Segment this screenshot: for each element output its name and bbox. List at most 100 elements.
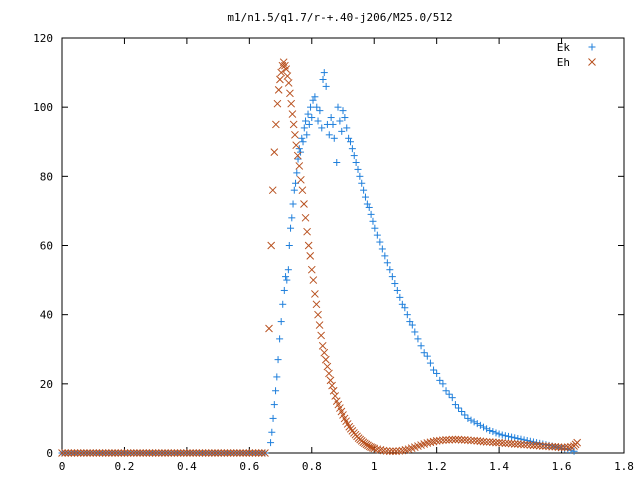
data-point-eh: [282, 65, 291, 73]
data-point-ek: [486, 427, 494, 435]
data-point-eh: [312, 300, 321, 309]
data-point-eh: [236, 449, 244, 457]
data-point-eh: [211, 449, 219, 457]
data-point-ek: [570, 447, 578, 455]
data-point-eh: [167, 449, 176, 457]
y-tick-label: 100: [33, 101, 53, 114]
data-point-eh: [464, 436, 472, 445]
data-point-eh: [504, 439, 513, 448]
data-point-ek: [483, 425, 491, 433]
data-point-ek: [346, 138, 354, 146]
data-point-eh: [382, 447, 391, 455]
data-point-eh: [517, 440, 525, 449]
data-point-eh: [309, 276, 318, 284]
data-point-ek: [433, 369, 441, 377]
data-point-eh: [423, 439, 432, 447]
data-point-eh: [270, 148, 279, 156]
data-point-eh: [321, 355, 330, 364]
data-series: [58, 58, 582, 457]
data-point-eh: [485, 438, 494, 446]
data-point-eh: [173, 449, 182, 457]
data-point-eh: [89, 449, 98, 457]
data-point-ek: [267, 439, 275, 447]
data-point-eh: [314, 310, 322, 319]
data-point-ek: [283, 276, 291, 284]
data-point-ek: [311, 93, 319, 101]
data-point-ek: [314, 117, 322, 125]
data-point-eh: [288, 110, 297, 118]
legend: Ek Eh: [557, 41, 596, 69]
data-point-eh: [245, 449, 254, 457]
x-tick-label: 0.8: [302, 460, 322, 473]
data-point-eh: [439, 436, 447, 445]
data-point-ek: [367, 210, 375, 218]
data-point-eh: [300, 200, 308, 208]
data-point-eh: [145, 449, 154, 457]
legend-label-ek: Ek: [557, 41, 571, 54]
data-point-eh: [395, 447, 404, 455]
data-point-eh: [331, 392, 340, 400]
data-point-ek: [276, 335, 284, 343]
data-point-eh: [223, 449, 232, 457]
x-tick-label: 1: [371, 460, 378, 473]
data-point-ek: [341, 114, 349, 122]
data-point-eh: [301, 213, 310, 222]
data-point-eh: [183, 449, 191, 457]
data-point-ek: [318, 124, 326, 132]
data-point-eh: [273, 99, 282, 108]
data-point-ek: [492, 429, 500, 437]
data-point-ek: [305, 120, 313, 128]
data-point-ek: [288, 214, 296, 222]
data-point-eh: [204, 449, 213, 457]
data-point-eh: [272, 120, 280, 129]
data-point-ek: [458, 408, 466, 415]
legend-marker-eh: [588, 58, 596, 66]
data-point-eh: [139, 449, 148, 457]
data-point-eh: [320, 348, 329, 357]
data-point-eh: [429, 437, 438, 446]
data-point-ek: [319, 76, 327, 83]
data-point-eh: [432, 437, 441, 445]
data-point-eh: [318, 341, 327, 350]
data-point-ek: [358, 179, 366, 187]
data-point-eh: [242, 449, 251, 457]
x-tick-label: 1.4: [489, 460, 509, 473]
y-tick-label: 60: [40, 240, 53, 253]
data-point-ek: [414, 335, 422, 343]
data-point-ek: [294, 155, 302, 163]
data-point-eh: [307, 265, 316, 274]
data-point-eh: [457, 436, 466, 444]
data-point-ek: [272, 387, 280, 395]
data-point-ek: [269, 414, 277, 422]
data-point-eh: [379, 446, 388, 455]
data-point-eh: [554, 443, 563, 451]
data-point-eh: [192, 449, 201, 457]
data-point-eh: [136, 449, 144, 457]
data-point-eh: [67, 449, 76, 457]
data-point-eh: [473, 437, 482, 445]
data-point-eh: [542, 442, 550, 450]
data-point-ek: [423, 352, 431, 360]
data-point-ek: [501, 432, 509, 440]
data-point-eh: [239, 449, 247, 457]
data-point-ek: [302, 117, 310, 125]
data-point-ek: [396, 293, 404, 301]
legend-symbol-ek: [588, 43, 596, 51]
data-point-eh: [454, 435, 463, 444]
data-point-eh: [498, 439, 507, 447]
data-point-eh: [261, 449, 269, 457]
data-point-ek: [339, 107, 347, 115]
data-point-eh: [80, 449, 88, 457]
data-point-ek: [354, 165, 362, 173]
data-point-ek: [373, 231, 381, 239]
data-point-eh: [545, 442, 553, 451]
data-point-eh: [476, 437, 485, 446]
data-point-ek: [448, 394, 456, 402]
data-point-ek: [365, 203, 373, 211]
data-point-eh: [286, 89, 294, 98]
axis-ticks: 0 0.2 0.4 0.6 0.8 1 1.2 1.4 1.6 1.8 0 20 40 60 80 100 12…: [33, 32, 634, 473]
data-point-eh: [117, 449, 126, 457]
data-point-eh: [120, 449, 129, 457]
data-point-eh: [323, 362, 332, 371]
